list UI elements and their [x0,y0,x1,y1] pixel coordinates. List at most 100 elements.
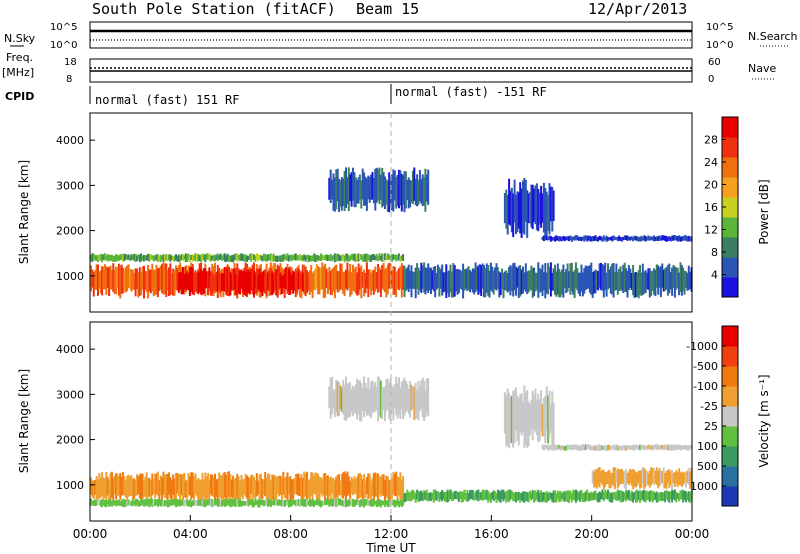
heatmap-cell [563,272,566,289]
heatmap-cell [568,271,570,289]
heatmap-cell [416,263,419,289]
heatmap-cell [290,500,293,507]
heatmap-cell [317,266,320,295]
heatmap-cell [191,267,194,295]
heatmap-cell [647,472,650,486]
heatmap-cell [425,268,428,291]
heatmap-cell [194,500,197,506]
heatmap-cell [520,269,523,295]
heatmap-cell [637,445,640,450]
heatmap-cell [313,253,315,262]
heatmap-cell [374,168,377,211]
heatmap-cell [384,386,386,421]
heatmap-cell [271,271,274,296]
heatmap-cell [622,445,625,450]
heatmap-cell [598,444,601,451]
heatmap-cell [365,477,368,494]
heatmap-cell [240,253,243,261]
heatmap-cell [241,479,244,500]
heatmap-cell [140,253,143,262]
heatmap-cell [636,272,639,297]
heatmap-cell [91,500,94,505]
heatmap-cell [593,445,596,451]
heatmap-cell [230,274,233,290]
heatmap-cell [179,500,182,507]
heatmap-cell [406,180,409,200]
heatmap-cell [147,265,150,299]
heatmap-cell [549,445,552,450]
heatmap-cell [686,272,689,291]
heatmap-cell [609,236,612,240]
heatmap-cell [551,492,554,502]
heatmap-cell [155,499,158,505]
heatmap-cell [561,269,563,295]
heatmap-cell [396,498,399,506]
heatmap-cell [400,499,403,508]
heatmap-cell [598,235,601,240]
colorbar-swatch [722,366,738,387]
heatmap-cell [552,445,555,451]
colorbar-tick-label: 20 [704,179,718,192]
heatmap-cell [99,477,102,498]
heatmap-cell [234,477,237,503]
heatmap-cell [622,491,625,502]
heatmap-cell [664,235,667,241]
heatmap-cell [646,491,648,501]
heatmap-cell [487,490,490,503]
heatmap-cell [269,480,272,502]
heatmap-cell [368,269,371,289]
heatmap-cell [136,498,138,506]
heatmap-cell [544,444,547,449]
heatmap-cell [332,267,335,292]
heatmap-cell [349,174,352,202]
heatmap-cell [513,262,516,291]
heatmap-cell [391,174,393,211]
heatmap-cell [293,478,296,495]
heatmap-cell [459,269,462,289]
heatmap-cell [314,254,317,262]
heatmap-cell [145,472,148,503]
heatmap-cell [398,377,400,416]
heatmap-cell [102,501,105,506]
heatmap-cell [473,268,476,295]
heatmap-cell [176,255,179,262]
heatmap-cell [216,499,219,507]
heatmap-cell [673,235,676,241]
heatmap-cell [586,444,589,449]
heatmap-cell [193,274,196,294]
heatmap-cell [352,264,354,291]
heatmap-cell [672,444,675,450]
heatmap-cell [411,170,414,204]
heatmap-cell [254,498,257,506]
heatmap-cell [175,472,177,502]
heatmap-cell [129,268,131,289]
heatmap-cell [583,268,586,294]
heatmap-cell [141,498,144,505]
heatmap-cell [467,266,470,290]
heatmap-cell [140,499,143,506]
heatmap-cell [149,254,152,260]
heatmap-cell [303,254,306,260]
heatmap-cell [159,475,162,496]
heatmap-cell [204,500,207,508]
heatmap-cell [512,390,515,448]
heatmap-cell [611,492,614,503]
heatmap-cell [122,498,125,507]
heatmap-cell [413,272,416,289]
heatmap-cell [485,489,488,500]
heatmap-cell [488,493,491,501]
heatmap-cell [92,253,95,260]
heatmap-cell [144,498,147,507]
heatmap-cell [272,475,275,501]
heatmap-cell [319,500,322,508]
heatmap-cell [319,253,322,261]
heatmap-cell [626,235,629,241]
heatmap-cell [326,499,329,505]
heatmap-cell [237,255,240,260]
heatmap-cell [324,473,327,502]
heatmap-cell [555,445,558,451]
heatmap-cell [347,383,350,418]
heatmap-cell [247,255,250,260]
heatmap-cell [145,498,148,506]
heatmap-cell [600,471,602,483]
